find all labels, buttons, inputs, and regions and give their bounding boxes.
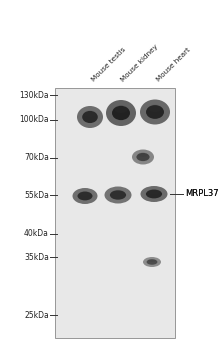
Ellipse shape — [148, 259, 156, 262]
Ellipse shape — [73, 188, 97, 204]
Text: 100kDa: 100kDa — [19, 116, 49, 125]
Ellipse shape — [143, 257, 161, 267]
Ellipse shape — [140, 99, 170, 125]
Ellipse shape — [110, 190, 126, 199]
Ellipse shape — [148, 189, 160, 194]
Ellipse shape — [146, 190, 162, 198]
Bar — [55, 88, 175, 338]
Ellipse shape — [148, 105, 162, 112]
Ellipse shape — [106, 100, 136, 126]
Text: Mouse heart: Mouse heart — [155, 47, 191, 83]
Text: MRPL37: MRPL37 — [185, 189, 219, 198]
Ellipse shape — [112, 190, 124, 195]
Text: 55kDa: 55kDa — [24, 190, 49, 199]
Text: Mouse testis: Mouse testis — [90, 47, 126, 83]
Ellipse shape — [147, 259, 157, 265]
Ellipse shape — [136, 153, 150, 161]
Ellipse shape — [132, 149, 154, 164]
Ellipse shape — [138, 153, 148, 157]
Text: 130kDa: 130kDa — [19, 91, 49, 99]
Ellipse shape — [112, 106, 130, 120]
Ellipse shape — [82, 111, 98, 123]
Text: 70kDa: 70kDa — [24, 154, 49, 162]
Ellipse shape — [77, 191, 92, 201]
Text: 35kDa: 35kDa — [24, 252, 49, 261]
Ellipse shape — [141, 186, 167, 202]
Ellipse shape — [77, 106, 103, 128]
Text: 40kDa: 40kDa — [24, 230, 49, 238]
Ellipse shape — [79, 191, 91, 196]
Text: MRPL37: MRPL37 — [185, 189, 219, 198]
Ellipse shape — [84, 110, 96, 117]
Text: Mouse kidney: Mouse kidney — [120, 43, 160, 83]
Text: 25kDa: 25kDa — [24, 310, 49, 320]
Ellipse shape — [114, 105, 128, 113]
Ellipse shape — [146, 105, 164, 119]
Ellipse shape — [104, 187, 132, 203]
